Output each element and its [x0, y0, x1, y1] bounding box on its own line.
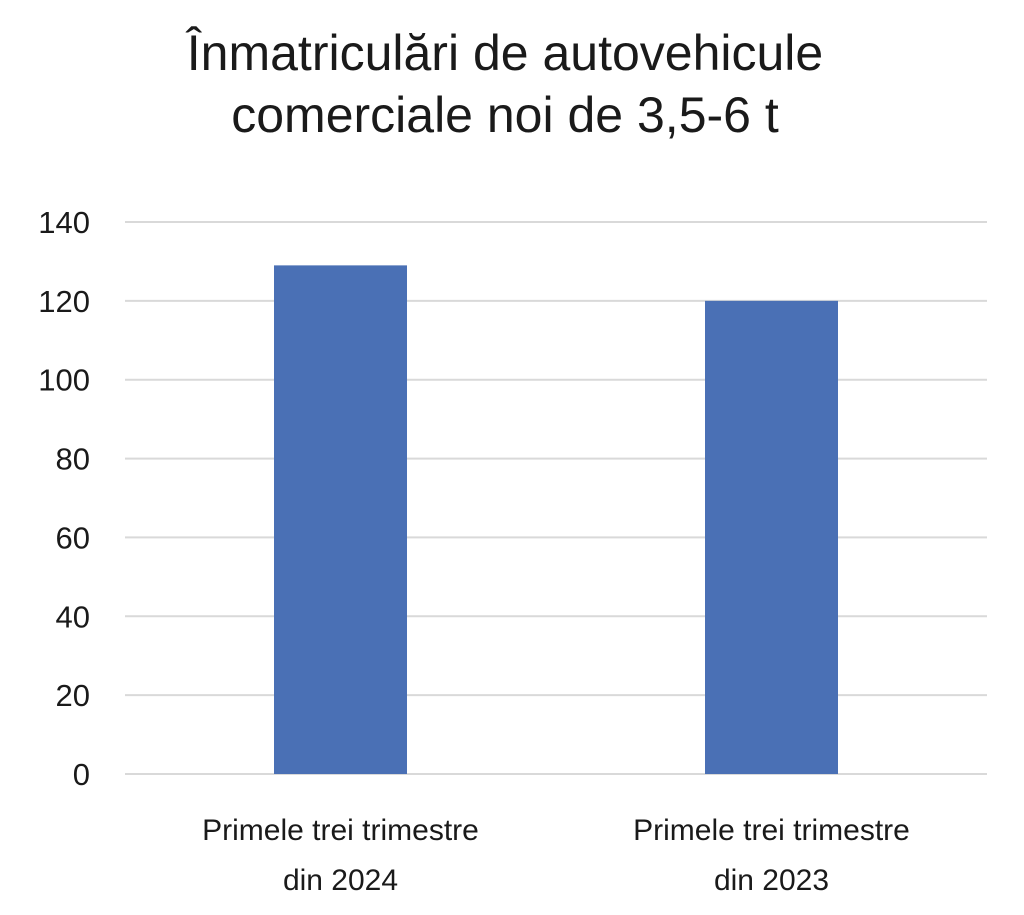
y-tick-label: 100: [38, 363, 90, 398]
y-tick-label: 20: [56, 678, 90, 713]
x-category-label: Primele trei trimestre: [633, 814, 910, 847]
x-category-label: din 2024: [283, 864, 398, 897]
chart-title-line-1: Înmatriculări de autovehicule: [186, 25, 824, 81]
y-tick-label: 120: [38, 284, 90, 319]
y-tick-label: 60: [56, 520, 90, 555]
y-tick-label: 140: [38, 205, 90, 240]
chart-title-line-2: comerciale noi de 3,5-6 t: [231, 87, 779, 143]
y-tick-label: 0: [73, 757, 90, 792]
bar-2: [705, 300, 838, 774]
chart-title: Înmatriculări de autovehicule comerciale…: [0, 22, 1010, 146]
y-tick-label: 40: [56, 599, 90, 634]
bar-1: [274, 265, 407, 774]
x-category-label: Primele trei trimestre: [202, 814, 479, 847]
y-tick-label: 80: [56, 442, 90, 477]
x-category-label: din 2023: [714, 864, 829, 897]
